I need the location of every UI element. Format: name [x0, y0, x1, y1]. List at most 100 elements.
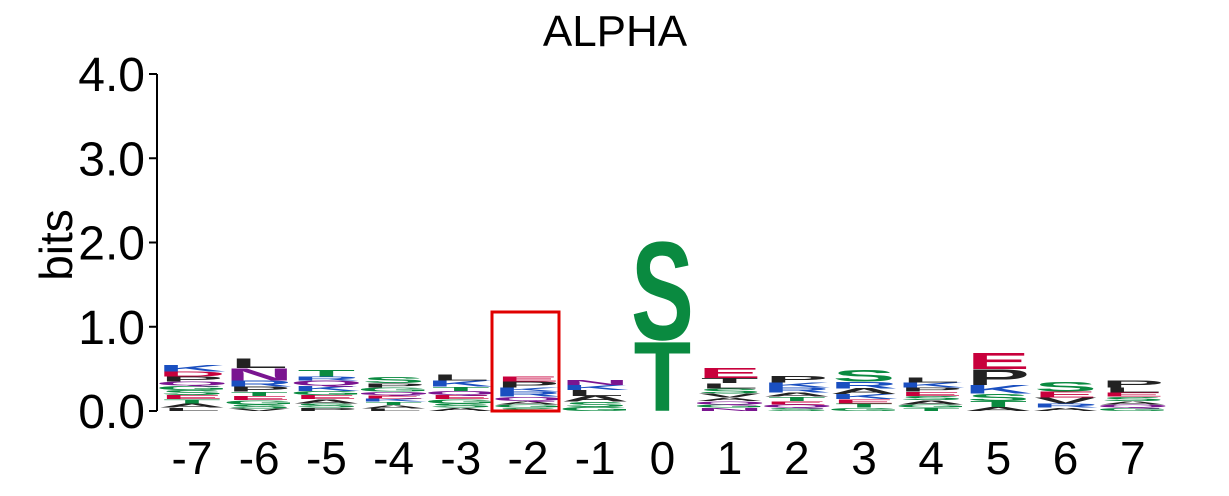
x-tick-label: -6 [239, 432, 280, 484]
logo-letter: S [631, 214, 694, 370]
logo-letter: T [902, 407, 959, 412]
logo-letter: G [290, 390, 363, 396]
logo-letter: G [693, 403, 766, 408]
x-tick-labels: -7 -6 -5 -4 -3 -2 -1 0 1 2 3 4 5 6 7 [172, 432, 1146, 484]
logo-letter: N [696, 407, 764, 412]
logo-letter: Q [290, 380, 363, 388]
logo-letter: R [1032, 402, 1100, 408]
logo-letter: Q [693, 400, 766, 405]
logo-letter: E [497, 375, 560, 383]
logo-letter: T [634, 321, 691, 433]
logo-letter: L [365, 408, 422, 412]
logo-letter: P [295, 407, 358, 412]
logo-letter: A [427, 407, 495, 412]
logo-letter: S [967, 391, 1030, 403]
logo-letter: L [566, 389, 624, 398]
x-tick-label: -1 [575, 432, 616, 484]
logo-letter: E [967, 348, 1030, 374]
logo-letter: G [155, 385, 228, 391]
logo-letter: T [298, 368, 356, 378]
logo-columns: LATESGQPDKVSGETPRNLPSAEGKQRTLATKEQGPSASG… [155, 214, 1169, 433]
logo-letter: P [161, 375, 224, 383]
x-tick-label: 1 [717, 432, 743, 484]
x-tick-label: 5 [986, 432, 1012, 484]
logo-letter: A [561, 394, 629, 403]
logo-letter: A [1099, 400, 1167, 405]
logo-letter: E [765, 400, 828, 405]
logo-letter: K [427, 379, 495, 388]
logo-letter: N [225, 365, 293, 384]
logo-letter: L [230, 356, 287, 372]
logo-letter: G [223, 399, 296, 405]
logo-letter: G [357, 386, 430, 392]
logo-letter: G [895, 403, 968, 408]
logo-letter: P [228, 385, 291, 393]
y-axis-label: bits [30, 209, 82, 281]
logo-letter: L [432, 373, 490, 382]
logo-letter: Q [155, 381, 228, 387]
y-tick-label: 0.0 [78, 386, 145, 439]
logo-letter: A [964, 406, 1032, 412]
logo-letter: E [1034, 390, 1097, 399]
logo-letter: K [830, 393, 898, 401]
logo-letter: P [967, 365, 1030, 390]
logo-letter: A [292, 398, 360, 404]
logo-column: TS [631, 214, 694, 433]
logo-letter: S [564, 401, 627, 409]
logo-letter: A [1032, 407, 1100, 412]
logo-letter: G [424, 398, 497, 404]
x-tick-label: 6 [1053, 432, 1079, 484]
logo-letter: Q [491, 396, 564, 402]
logo-letter: S [698, 387, 761, 395]
logo-letter: G [559, 406, 632, 412]
logo-letter: A [360, 404, 428, 409]
logo-letter: T [230, 391, 287, 397]
logo-letter: K [561, 384, 629, 392]
x-tick-label: 4 [918, 432, 944, 484]
x-tick-label: 0 [650, 432, 676, 484]
logo-letter: R [292, 375, 360, 381]
logo-letter: K [494, 386, 562, 392]
logo-letter: R [763, 386, 831, 394]
logo-letter: S [161, 389, 224, 397]
logo-letter: S [362, 376, 425, 385]
logo-letter: N [561, 379, 629, 387]
logo-letter: S [833, 367, 896, 385]
logo-letter: R [830, 380, 898, 390]
logo-letter: T [701, 377, 759, 385]
logo-letter: S [429, 402, 492, 408]
logo-letter: E [698, 365, 761, 382]
logo-letter: L [163, 407, 220, 412]
x-tick-label: -2 [508, 432, 549, 484]
logo-letter: D [158, 370, 226, 378]
logo-letter: P [765, 374, 828, 384]
logo-letter: K [158, 363, 226, 373]
logo-letter: L [902, 376, 959, 384]
x-tick-label: 3 [851, 432, 877, 484]
logo-letter: S [900, 395, 963, 401]
logo-letter: K [763, 381, 831, 389]
chart-title: ALPHA [543, 7, 688, 56]
logo-letter: K [292, 385, 360, 393]
logo-letter: A [763, 392, 831, 398]
logo-letter: S [295, 402, 358, 408]
logo-letter: P [900, 386, 963, 392]
logo-letter: S [497, 407, 560, 412]
logo-letter: E [228, 395, 291, 401]
logo-letter: G [491, 403, 564, 408]
x-tick-label: -4 [373, 432, 414, 484]
logo-letter: K [897, 381, 965, 389]
logo-letter: S [765, 407, 828, 412]
logo-letter: T [970, 400, 1028, 409]
